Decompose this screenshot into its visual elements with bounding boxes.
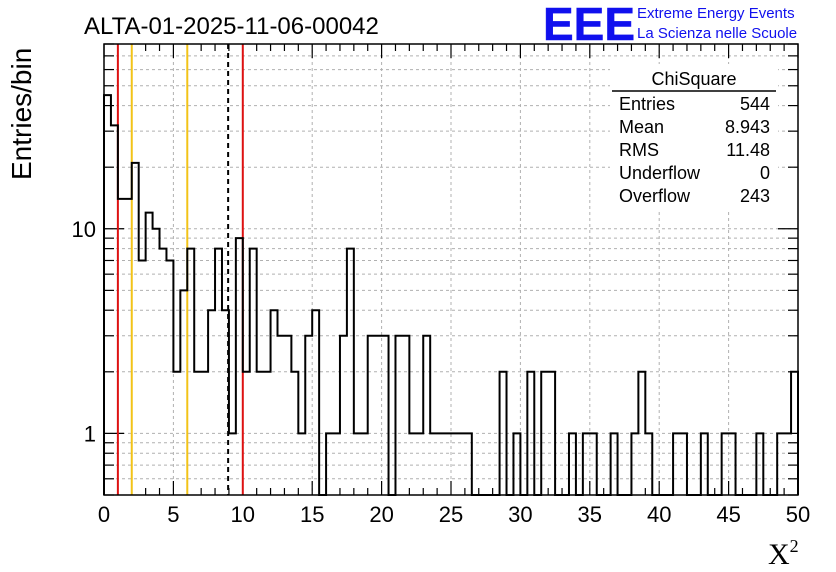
stats-box: ChiSquare Entries 544 Mean 8.943 RMS 11.… — [610, 64, 778, 212]
x-tick-label: 30 — [508, 502, 532, 527]
x-tick-label: 0 — [98, 502, 110, 527]
x-tick-label: 45 — [716, 502, 740, 527]
stats-label: Entries — [619, 94, 675, 114]
stats-title: ChiSquare — [651, 69, 736, 89]
x-tick-label: 35 — [578, 502, 602, 527]
eee-logo-text: EEE — [543, 0, 635, 50]
chart-title: ALTA-01-2025-11-06-00042 — [84, 13, 379, 40]
logo-line-1: Extreme Energy Events — [637, 5, 795, 22]
axis-ticks — [103, 43, 799, 496]
stats-label: RMS — [619, 140, 659, 160]
x-tick-label: 50 — [786, 502, 810, 527]
y-tick-labels: 1 10 — [72, 217, 96, 447]
stats-value: 544 — [740, 94, 770, 114]
stats-label: Mean — [619, 117, 664, 137]
y-tick-label: 1 — [84, 421, 96, 446]
x-tick-label: 40 — [647, 502, 671, 527]
x-tick-label: 20 — [369, 502, 393, 527]
x-tick-label: 5 — [167, 502, 179, 527]
y-axis-label: Entries/bin — [6, 48, 37, 180]
logo-line-2: La Scienza nelle Scuole — [637, 25, 797, 42]
x-tick-label: 25 — [439, 502, 463, 527]
stats-value: 0 — [760, 163, 770, 183]
x-axis-label: X2 — [768, 536, 799, 571]
x-tick-label: 15 — [300, 502, 324, 527]
stats-label: Overflow — [619, 186, 691, 206]
x-tick-label: 10 — [231, 502, 255, 527]
reference-lines — [116, 44, 244, 495]
plot-frame — [103, 43, 799, 496]
stats-value: 8.943 — [725, 117, 770, 137]
histogram-series — [103, 94, 799, 496]
x-tick-labels: 0 5 10 15 20 25 30 35 40 45 50 — [98, 502, 810, 527]
stats-value: 243 — [740, 186, 770, 206]
y-tick-label: 10 — [72, 217, 96, 242]
eee-logo: EEE Extreme Energy Events La Scienza nel… — [543, 0, 797, 50]
stats-value: 11.48 — [726, 140, 770, 160]
stats-label: Underflow — [619, 163, 701, 183]
